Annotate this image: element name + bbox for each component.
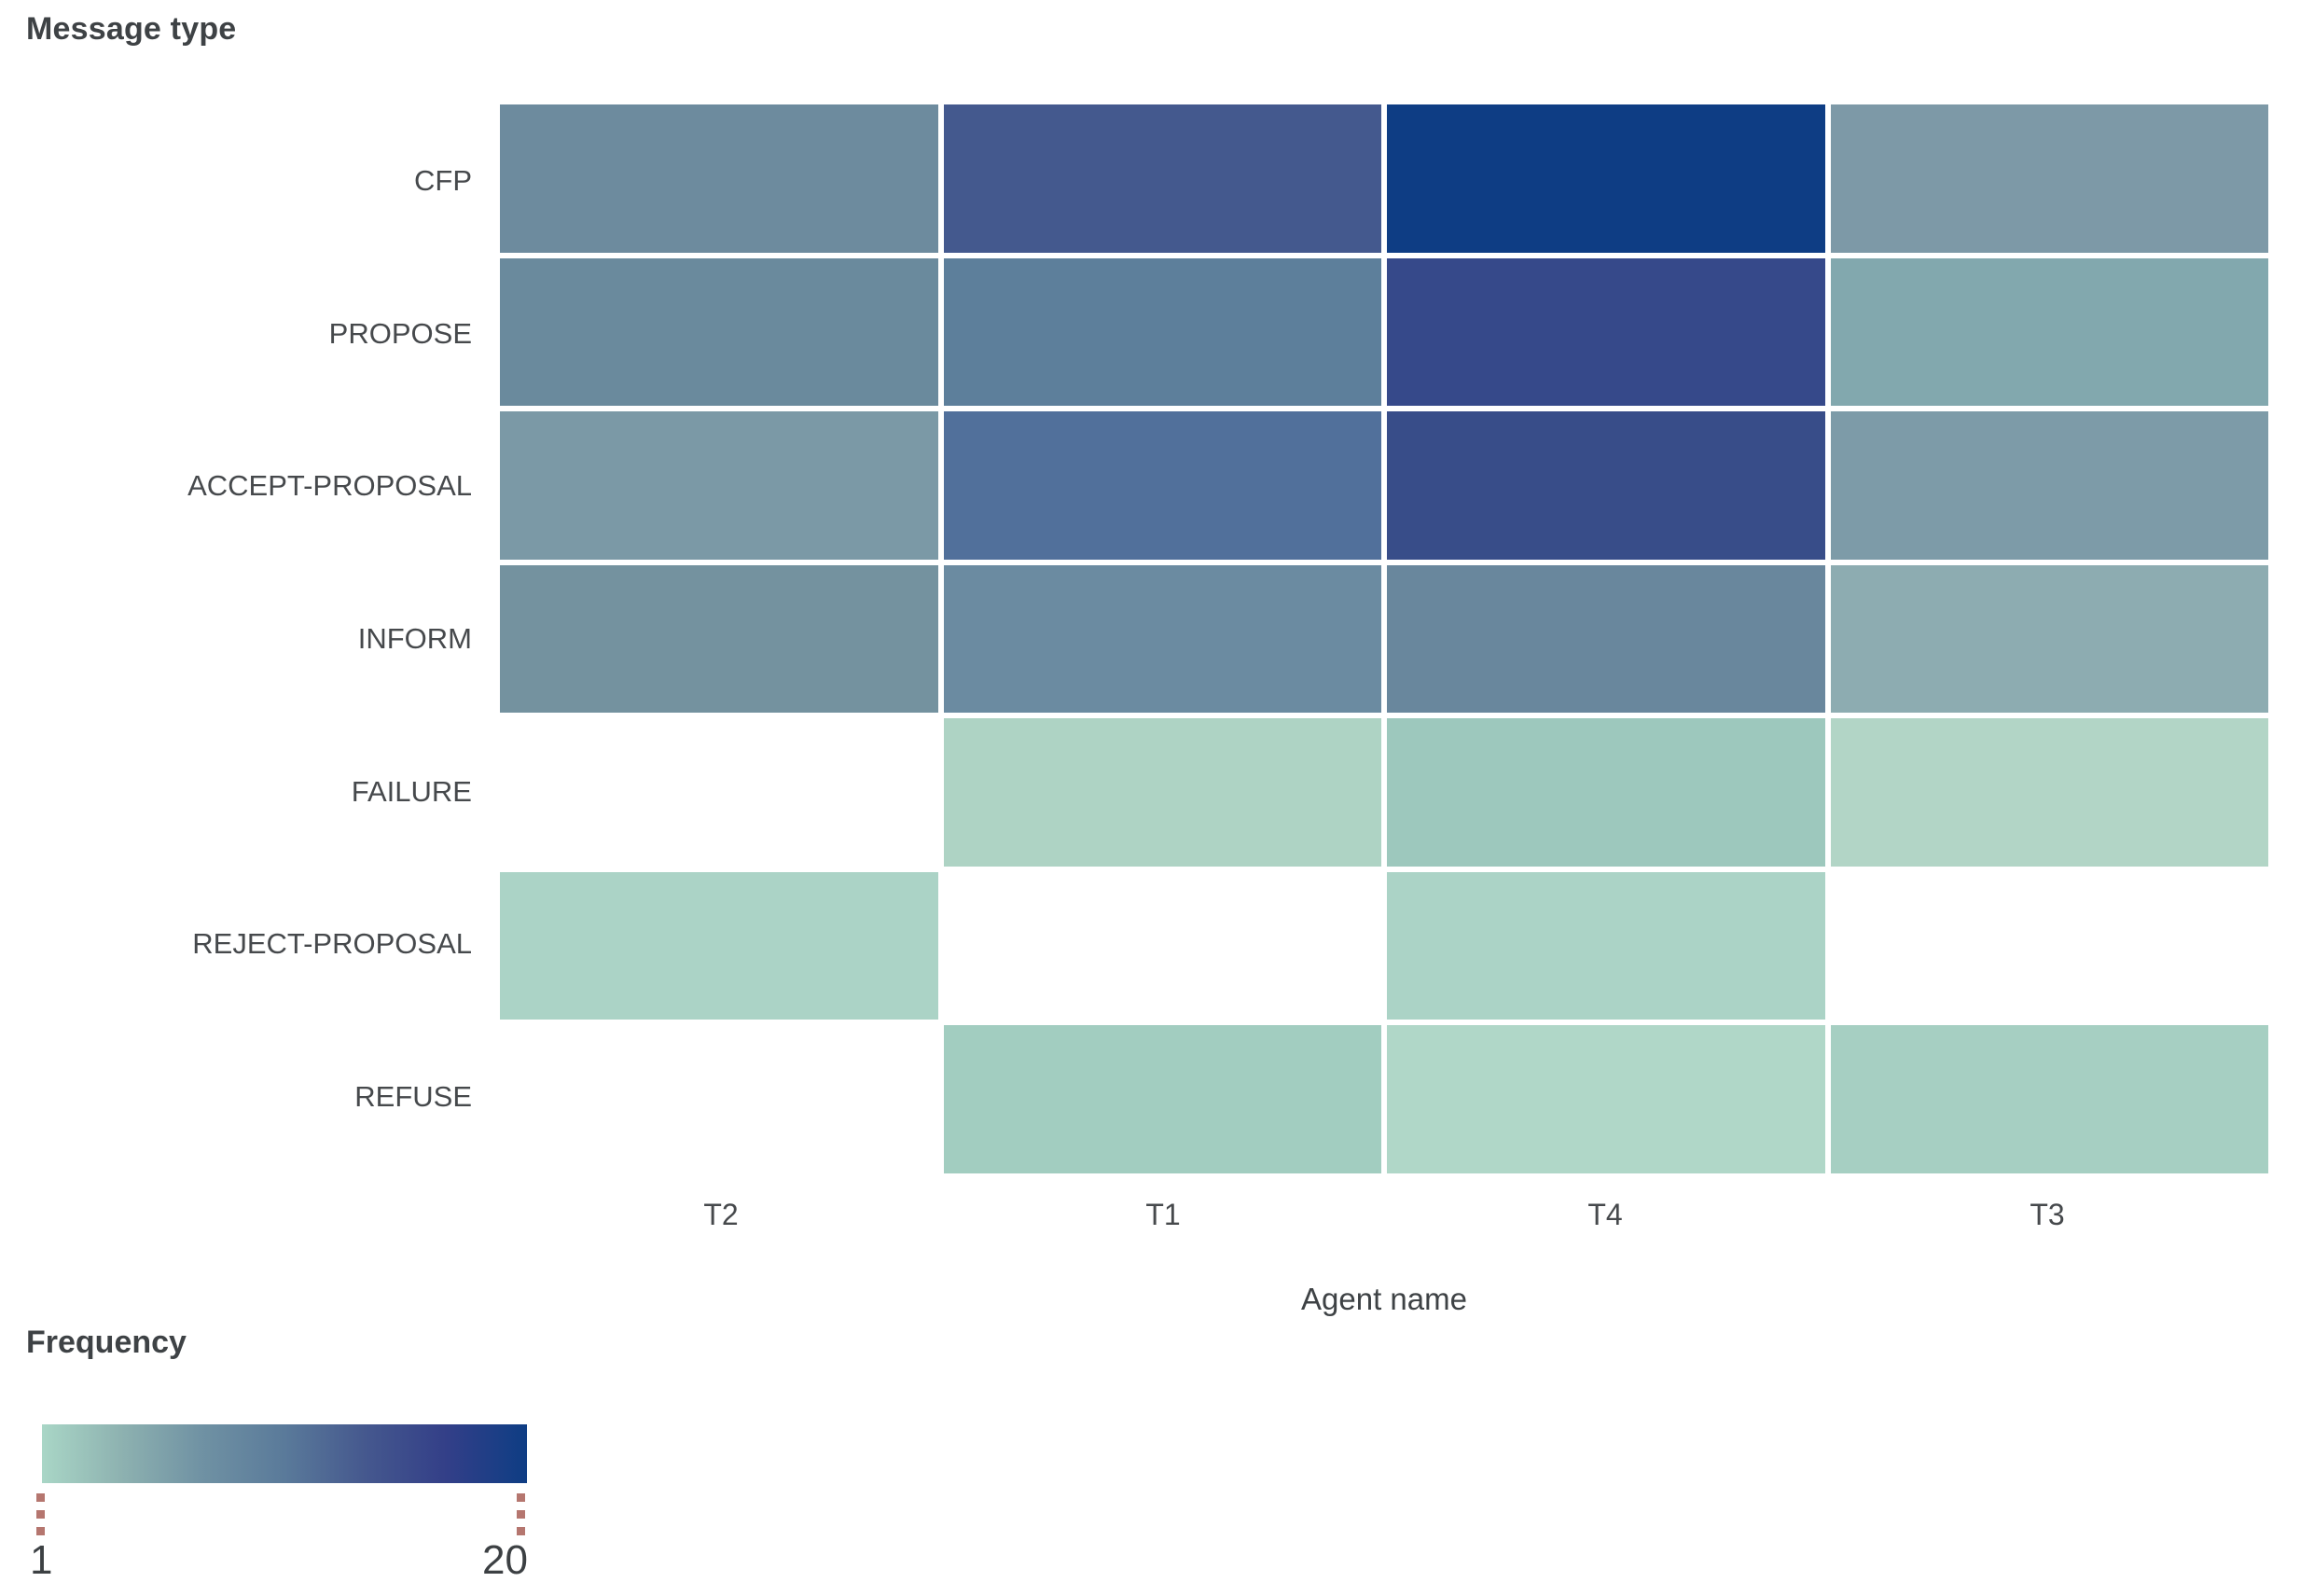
heatmap-cell[interactable] <box>1830 871 2268 1020</box>
heatmap-cell[interactable] <box>1387 718 1825 867</box>
heatmap-cell[interactable] <box>943 411 1381 560</box>
legend-gradient-bar <box>42 1424 527 1483</box>
x-axis-tick-labels: T2 T1 T4 T3 <box>500 1198 2268 1232</box>
heatmap-cell[interactable] <box>1387 257 1825 407</box>
y-tick-failure: FAILURE <box>351 774 472 808</box>
heatmap-cell[interactable] <box>943 871 1381 1020</box>
legend-min-tick-dots <box>36 1493 45 1540</box>
heatmap-cell[interactable] <box>500 564 938 714</box>
x-tick-t4: T4 <box>1587 1198 1623 1231</box>
x-tick-t2: T2 <box>703 1198 739 1231</box>
heatmap-cell[interactable] <box>500 1025 938 1173</box>
heatmap-cell[interactable] <box>1387 871 1825 1020</box>
heatmap-cell[interactable] <box>1387 564 1825 714</box>
heatmap-cell[interactable] <box>1830 718 2268 867</box>
heatmap-cell[interactable] <box>943 104 1381 253</box>
heatmap-cell[interactable] <box>943 564 1381 714</box>
y-tick-accept-proposal: ACCEPT-PROPOSAL <box>187 469 472 503</box>
heatmap-cell[interactable] <box>500 718 938 867</box>
legend-min-label: 1 <box>30 1537 53 1583</box>
y-tick-reject-proposal: REJECT-PROPOSAL <box>192 927 472 961</box>
heatmap-cell[interactable] <box>943 1025 1381 1173</box>
heatmap-cell[interactable] <box>1830 104 2268 253</box>
heatmap-cell[interactable] <box>500 871 938 1020</box>
heatmap-cell[interactable] <box>1387 1025 1825 1173</box>
y-tick-inform: INFORM <box>357 621 472 655</box>
heatmap-cell[interactable] <box>1387 104 1825 253</box>
heatmap-cell[interactable] <box>943 257 1381 407</box>
heatmap-cell[interactable] <box>500 411 938 560</box>
legend-max-label: 20 <box>482 1537 528 1583</box>
x-tick-t3: T3 <box>2030 1198 2065 1231</box>
x-tick-t1: T1 <box>1145 1198 1181 1231</box>
heatmap-cell[interactable] <box>1830 564 2268 714</box>
heatmap-cell[interactable] <box>500 257 938 407</box>
heatmap-cell[interactable] <box>1387 411 1825 560</box>
heatmap-cell[interactable] <box>500 104 938 253</box>
legend-max-tick-dots <box>517 1493 525 1540</box>
heatmap-cell[interactable] <box>1830 257 2268 407</box>
heatmap-plot-area <box>500 104 2268 1173</box>
y-axis-tick-labels: CFP PROPOSE ACCEPT-PROPOSAL INFORM FAILU… <box>0 104 472 1173</box>
legend-title: Frequency <box>26 1325 187 1360</box>
y-tick-refuse: REFUSE <box>354 1080 472 1114</box>
y-axis-title: Message type <box>26 11 237 47</box>
y-tick-propose: PROPOSE <box>328 316 472 350</box>
y-tick-cfp: CFP <box>414 163 472 197</box>
heatmap-cell[interactable] <box>1830 1025 2268 1173</box>
heatmap-cell[interactable] <box>943 718 1381 867</box>
heatmap-cell[interactable] <box>1830 411 2268 560</box>
x-axis-title: Agent name <box>1301 1282 1467 1316</box>
